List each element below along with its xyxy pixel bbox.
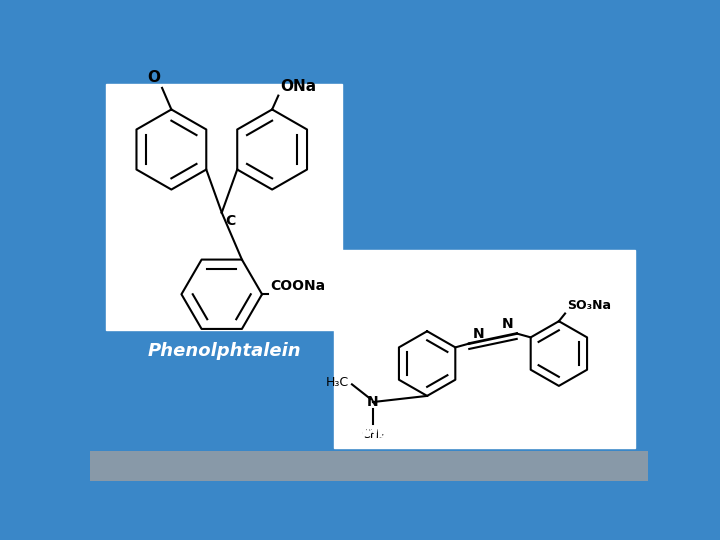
Text: Phenolphtalein: Phenolphtalein	[148, 342, 302, 360]
Text: C: C	[225, 214, 235, 228]
Bar	[106, 84, 342, 330]
Text: O: O	[147, 70, 160, 85]
Text: N: N	[472, 327, 484, 341]
Text: SO₃Na: SO₃Na	[567, 299, 611, 312]
Text: ONa: ONa	[280, 79, 316, 94]
Text: N: N	[502, 317, 513, 331]
Bar	[334, 249, 635, 448]
Bar	[90, 451, 648, 481]
Text: COONa: COONa	[270, 279, 325, 293]
Text: CH₃: CH₃	[361, 428, 384, 441]
Text: N: N	[367, 395, 379, 409]
Text: H₃C: H₃C	[325, 375, 349, 389]
Text: Methylorange: Methylorange	[361, 424, 501, 442]
